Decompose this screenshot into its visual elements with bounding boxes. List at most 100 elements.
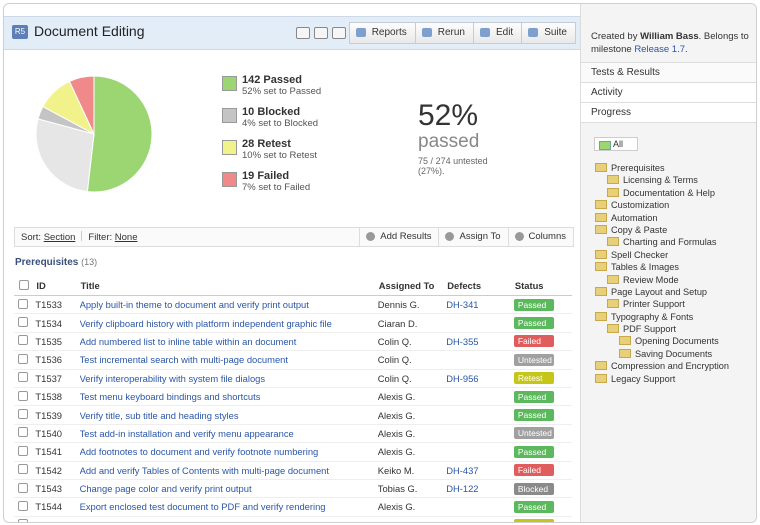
status-badge[interactable]: Untested [513, 427, 554, 440]
tree-node[interactable]: Spell Checker [595, 249, 729, 261]
row-select[interactable] [14, 387, 36, 407]
tree-filter[interactable]: All [594, 137, 639, 151]
tests-table: ID Title Assigned To Defects Status T1533 Appl… [14, 276, 572, 522]
tree-label: Licensing & Terms [623, 175, 698, 186]
test-title[interactable]: Verify clipboard history with platform i… [79, 317, 332, 329]
toolbar-button[interactable]: Add Results [359, 228, 438, 246]
assignee: Alexis G. [377, 446, 416, 458]
toolbar-button[interactable]: Columns [507, 228, 574, 246]
row-select[interactable] [14, 479, 36, 499]
header-button[interactable]: Rerun [414, 22, 474, 44]
cell: Verify interoperability with system file… [79, 369, 378, 388]
status-badge[interactable]: Retest [513, 519, 554, 522]
cell: Export enclosed test document to PDF and… [79, 497, 378, 517]
cell: Alexis G. [377, 497, 447, 517]
defect-link[interactable]: DH-341 [446, 299, 479, 311]
tree-node[interactable]: Page Layout and Setup [595, 286, 729, 298]
row-select[interactable] [14, 350, 36, 370]
tree-node[interactable]: Printer Support [595, 298, 729, 310]
row-select[interactable] [14, 295, 36, 315]
tree-node[interactable]: PDF Support [595, 323, 729, 335]
defect-link[interactable]: DH-956 [446, 372, 479, 384]
header-button[interactable]: Reports [348, 22, 416, 44]
test-title[interactable]: Add numbered list to inline table within… [79, 335, 297, 347]
tree-label: Legacy Support [611, 373, 676, 384]
status-badge[interactable]: Passed [513, 445, 554, 458]
defect-link[interactable]: DH-355 [446, 335, 479, 347]
print-icon[interactable] [332, 27, 346, 39]
milestone-link[interactable]: Release 1.7 [634, 44, 686, 55]
status-badge[interactable]: Passed [513, 390, 554, 403]
header-button[interactable]: Edit [472, 22, 523, 44]
cell: Retest [513, 516, 572, 522]
row-select[interactable] [14, 369, 36, 388]
sidebar-tab[interactable]: Tests & Results [581, 62, 756, 82]
status-badge[interactable]: Passed [513, 409, 554, 422]
status-legend: 142 Passed 52% set to Passed 10 Blocked 4% … [222, 74, 321, 202]
test-title[interactable]: Verify title, sub title and heading styl… [79, 409, 239, 421]
list-toolbar: Sort: Section Filter: None Add Results Ass… [14, 227, 574, 247]
status-badge[interactable]: Passed [513, 500, 554, 513]
test-title[interactable]: Verify interoperability with system file… [79, 372, 266, 384]
filter-label: Filter: [88, 232, 113, 243]
tree-node[interactable]: Charting and Formulas [595, 236, 729, 248]
status-badge[interactable]: Untested [513, 353, 554, 366]
test-title[interactable]: Change document margins and test interop… [80, 520, 361, 522]
row-select[interactable] [14, 461, 36, 480]
legend-detail: 4% set to Blocked [242, 118, 319, 129]
tree-node[interactable]: Tables & Images [595, 261, 729, 273]
tree-node[interactable]: Compression and Encryption [595, 360, 729, 372]
export-icon[interactable] [314, 27, 328, 39]
status-badge[interactable]: Blocked [513, 482, 554, 495]
legend-count: 28 [242, 138, 255, 150]
test-title[interactable]: Apply built-in theme to document and ver… [79, 299, 309, 311]
defect-link[interactable]: DH-437 [446, 464, 479, 476]
tree-node[interactable]: Licensing & Terms [595, 174, 729, 186]
sidebar-tab[interactable]: Progress [581, 102, 756, 123]
row-select[interactable] [14, 497, 36, 517]
legend-detail: 10% set to Retest [242, 150, 317, 161]
test-title[interactable]: Add and verify Tables of Contents with m… [79, 464, 330, 476]
pass-label: passed [418, 131, 480, 152]
test-title[interactable]: Test add-in installation and verify menu… [79, 427, 294, 439]
tree-node[interactable]: Typography & Fonts [595, 311, 729, 323]
test-title[interactable]: Export enclosed test document to PDF and… [79, 501, 326, 513]
header-button[interactable]: Suite [521, 22, 576, 44]
row-select[interactable] [14, 424, 36, 444]
tree-node[interactable]: Copy & Paste [595, 224, 729, 236]
folder-icon [595, 286, 607, 296]
row-select[interactable] [14, 332, 36, 352]
row-select[interactable] [14, 313, 36, 333]
row-select[interactable] [14, 405, 36, 425]
cell: Passed [513, 313, 572, 333]
cell: T1542 [35, 461, 80, 480]
tree-node[interactable]: Documentation & Help [595, 187, 729, 199]
toolbar-button[interactable]: Assign To [438, 228, 507, 246]
tree-node[interactable]: Saving Documents [595, 348, 729, 360]
tree-node[interactable]: Opening Documents [595, 335, 729, 347]
status-badge[interactable]: Failed [513, 335, 554, 348]
defect-link[interactable]: DH-122 [446, 483, 479, 495]
status-badge[interactable]: Failed [513, 464, 554, 477]
tree-node[interactable]: Automation [595, 212, 729, 224]
row-select[interactable] [14, 442, 36, 462]
test-title[interactable]: Change page color and verify print outpu… [79, 483, 252, 495]
tree-node[interactable]: Customization [595, 199, 729, 211]
cell: Tobias G. [377, 479, 447, 499]
tree-node[interactable]: Prerequisites [595, 162, 729, 174]
test-title[interactable]: Test incremental search with multi-page … [79, 354, 288, 366]
row-select[interactable] [14, 516, 36, 522]
sidebar-tab[interactable]: Activity [581, 82, 756, 102]
sort-value[interactable]: Section [43, 232, 76, 243]
status-badge[interactable]: Passed [513, 298, 554, 311]
test-title[interactable]: Test menu keyboard bindings and shortcut… [79, 391, 261, 403]
tree-node[interactable]: Legacy Support [595, 373, 729, 385]
test-title[interactable]: Add footnotes to document and verify foo… [79, 446, 319, 458]
cell: DH-956 [446, 369, 514, 388]
status-badge[interactable]: Passed [513, 317, 554, 330]
status-badge[interactable]: Retest [513, 372, 554, 385]
tree-node[interactable]: Review Mode [595, 274, 729, 286]
mail-icon[interactable] [296, 27, 310, 39]
folder-icon [595, 200, 607, 210]
filter-value[interactable]: None [114, 232, 138, 243]
